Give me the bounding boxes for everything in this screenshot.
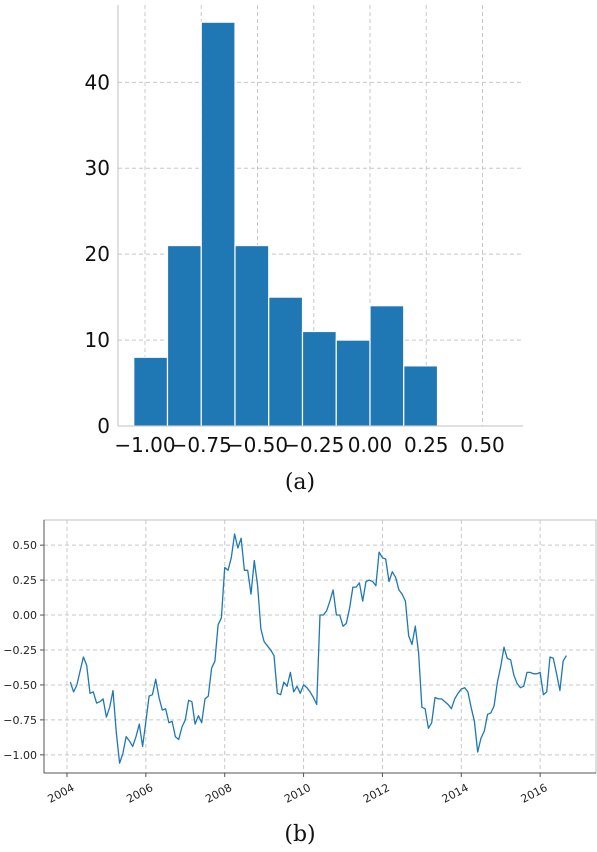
timeseries-y-tick-labels: 0.50 0.25 0.00 −0.25 −0.50 −0.75 −1.00 [3, 539, 44, 762]
timeseries-y-tick-label: 0.00 [13, 609, 38, 622]
timeseries-x-tick-label: 2010 [282, 781, 313, 806]
histogram-x-tick-label: 0.50 [460, 433, 505, 457]
timeseries-x-tick-label: 2004 [46, 781, 77, 806]
histogram-y-tick-label: 10 [85, 328, 110, 352]
timeseries-panel: 0.500.250.00−0.25−0.50−0.75−1.00 2004 200… [3, 519, 597, 847]
timeseries-x-tick-label: 2008 [203, 781, 234, 806]
histogram-y-tick-labels: 0 10 20 30 40 [85, 70, 110, 438]
timeseries-frame [43, 519, 597, 774]
timeseries-y-tick-label: −0.25 [3, 644, 37, 657]
histogram-x-tick-label: −1.00 [114, 433, 175, 457]
timeseries-y-tick-label: −0.75 [3, 714, 37, 727]
histogram-bar [166, 244, 202, 427]
histogram-bars [133, 21, 439, 427]
histogram-panel: 0 10 20 30 40 −1.00−0.75−0.50−0.25 0.00 0.25 0.… [85, 5, 523, 495]
histogram-bar [301, 330, 337, 427]
timeseries-line [69, 533, 567, 764]
histogram-bar [133, 356, 169, 427]
timeseries-x-tick-labels: 2004 2006 2008 2010 2012 2014 2016 [46, 773, 550, 806]
timeseries-x-tick-label: 2016 [519, 781, 550, 806]
timeseries-x-tick-label: 2006 [124, 781, 155, 806]
timeseries-grid [44, 520, 596, 773]
histogram-x-tick-labels: −1.00−0.75−0.50−0.25 0.00 0.25 0.50 [114, 433, 504, 457]
histogram-bar [403, 365, 439, 427]
histogram-bar [200, 21, 236, 427]
histogram-y-tick-label: 40 [85, 70, 110, 94]
timeseries-y-tick-label: −1.00 [3, 749, 37, 762]
histogram-x-tick-label: −0.50 [227, 433, 288, 457]
timeseries-y-tick-label: −0.50 [3, 679, 37, 692]
histogram-y-tick-label: 30 [85, 156, 110, 180]
timeseries-x-tick-label: 2012 [361, 781, 392, 806]
panel-a-caption: (a) [285, 470, 315, 495]
histogram-y-tick-label: 20 [85, 242, 110, 266]
histogram-x-tick-label: −0.75 [171, 433, 232, 457]
histogram-bar [234, 244, 270, 427]
histogram-x-tick-label: 0.00 [348, 433, 393, 457]
timeseries-y-tick-label: 0.50 [13, 539, 38, 552]
histogram-x-tick-label: 0.25 [404, 433, 449, 457]
histogram-bar [369, 305, 405, 427]
histogram-bar [335, 339, 371, 427]
timeseries-x-tick-label: 2014 [440, 781, 471, 806]
histogram-x-tick-label: −0.25 [283, 433, 344, 457]
histogram-y-tick-label: 0 [97, 414, 110, 438]
histogram-bar [268, 296, 304, 427]
panel-b-caption: (b) [284, 822, 315, 847]
timeseries-y-tick-label: 0.25 [13, 574, 38, 587]
